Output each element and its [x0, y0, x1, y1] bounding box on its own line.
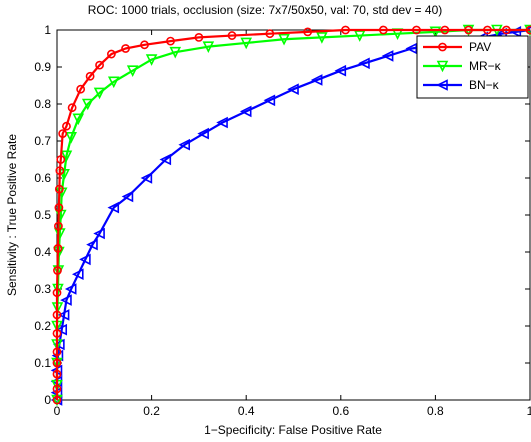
x-tick-label: 0.4 [238, 404, 255, 418]
y-tick-label: 0.2 [34, 319, 51, 333]
y-tick-label: 0.4 [34, 245, 51, 259]
x-tick-label: 0.6 [332, 404, 349, 418]
y-tick-label: 0 [44, 393, 51, 407]
y-axis-label: Sensitivity : True Positive Rate [5, 134, 19, 296]
y-tick-label: 0.7 [34, 134, 51, 148]
y-tick-label: 0.6 [34, 171, 51, 185]
y-tick-label: 0.5 [34, 208, 51, 222]
y-tick-label: 1 [44, 23, 51, 37]
y-tick-label: 0.1 [34, 356, 51, 370]
legend-label: MR−κ [469, 59, 502, 73]
y-tick-label: 0.3 [34, 282, 51, 296]
x-tick-label: 0.8 [427, 404, 444, 418]
legend: PAV MR−κ BN−κ [417, 36, 528, 98]
chart-title: ROC: 1000 trials, occlusion (size: 7x7/5… [88, 3, 443, 17]
legend-label: BN−κ [469, 78, 500, 92]
x-tick-label: 0 [54, 404, 61, 418]
y-tick-label: 0.8 [34, 97, 51, 111]
y-tick-label: 0.9 [34, 60, 51, 74]
x-axis-label: 1−Specificity: False Positive Rate [204, 423, 382, 437]
x-tick-label: 0.2 [143, 404, 160, 418]
x-tick-label: 1 [527, 404, 531, 418]
legend-label: PAV [469, 40, 491, 54]
